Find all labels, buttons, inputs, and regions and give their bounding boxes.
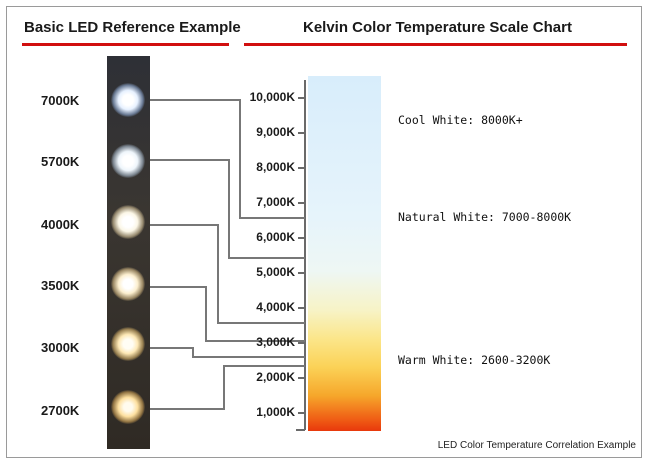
annotation-warm-white: Warm White: 2600-3200K bbox=[398, 353, 551, 367]
caption: LED Color Temperature Correlation Exampl… bbox=[437, 440, 636, 451]
connector-3500k bbox=[150, 286, 305, 342]
led-label-3000k: 3000K bbox=[41, 340, 80, 355]
image-frame bbox=[6, 6, 642, 458]
connector-2700k bbox=[150, 365, 305, 410]
led-label-3500k: 3500K bbox=[41, 278, 80, 293]
tick-7000k: 7,000K bbox=[256, 195, 295, 209]
annotation-cool-white: Cool White: 8000K+ bbox=[398, 113, 523, 127]
led-label-5700k: 5700K bbox=[41, 154, 80, 169]
tick-3000k: 3,000K bbox=[256, 335, 295, 349]
connector-5700k bbox=[150, 159, 305, 259]
led-label-7000k: 7000K bbox=[41, 93, 80, 108]
connector-4000k bbox=[150, 224, 305, 324]
led-label-2700k: 2700K bbox=[41, 403, 80, 418]
tick-8000k: 8,000K bbox=[256, 160, 295, 174]
tick-4000k: 4,000K bbox=[256, 300, 295, 314]
led-3500k bbox=[111, 267, 145, 301]
connector-7000k bbox=[150, 99, 305, 219]
tick-5000k: 5,000K bbox=[256, 265, 295, 279]
right-header: Kelvin Color Temperature Scale Chart bbox=[303, 19, 572, 36]
right-header-rule bbox=[244, 43, 627, 46]
led-strip bbox=[107, 56, 150, 449]
led-label-4000k: 4000K bbox=[41, 217, 80, 232]
connector-3000k bbox=[150, 347, 305, 358]
led-3000k bbox=[111, 327, 145, 361]
tick-10000k: 10,000K bbox=[249, 90, 295, 104]
left-header: Basic LED Reference Example bbox=[24, 19, 241, 36]
left-header-rule bbox=[22, 43, 229, 46]
tick-2000k: 2,000K bbox=[256, 370, 295, 384]
tick-1000k: 1,000K bbox=[256, 405, 295, 419]
tick-9000k: 9,000K bbox=[256, 125, 295, 139]
led-2700k bbox=[111, 390, 145, 424]
tick-6000k: 6,000K bbox=[256, 230, 295, 244]
scale-tick-labels: 10,000K 9,000K 8,000K 7,000K 6,000K 5,00… bbox=[200, 0, 297, 463]
annotation-natural-white: Natural White: 7000-8000K bbox=[398, 210, 572, 224]
led-4000k bbox=[111, 205, 145, 239]
kelvin-gradient-bar bbox=[308, 76, 381, 431]
led-5700k bbox=[111, 144, 145, 178]
led-7000k bbox=[111, 83, 145, 117]
